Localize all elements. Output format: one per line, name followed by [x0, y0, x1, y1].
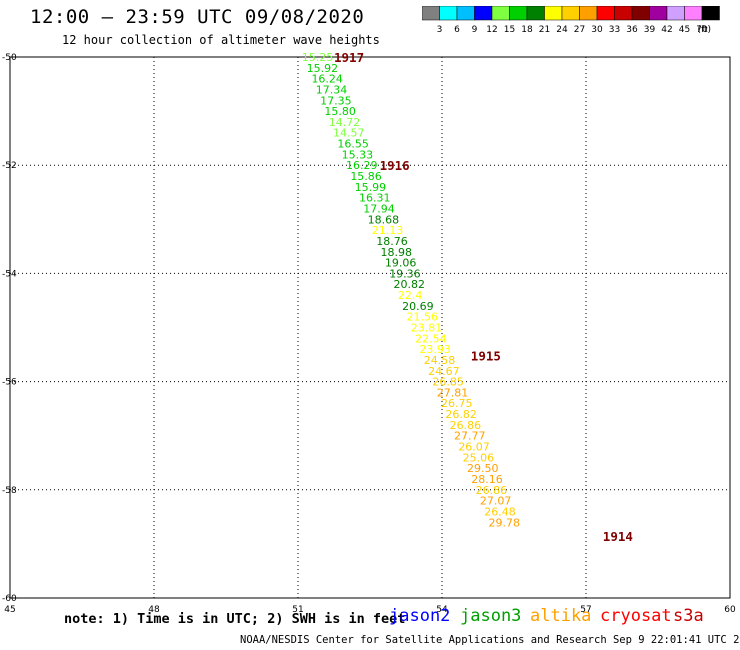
note-text: note: 1) Time is in UTC; 2) SWH is in fe…	[64, 611, 406, 627]
wave-height-value: 15.99	[355, 181, 387, 194]
colorbar-tick-label: 21	[539, 25, 550, 35]
wave-height-value: 19.36	[389, 267, 421, 280]
colorbar-tick-label: 18	[521, 25, 533, 35]
colorbar-unit: (ft)	[698, 25, 712, 35]
longitude-tick-label: 60	[724, 605, 736, 615]
latitude-tick-label: -60	[2, 594, 17, 604]
page-title: 12:00 — 23:59 UTC 09/08/2020	[30, 6, 365, 28]
wave-height-value: 15.92	[307, 62, 339, 75]
colorbar-tick-label: 6	[454, 25, 460, 35]
wave-height-value: 16.55	[337, 138, 369, 151]
wave-height-value: 20.69	[402, 300, 434, 313]
wave-height-value: 25.06	[463, 451, 495, 464]
wave-height-value: 15.80	[324, 105, 356, 118]
wave-height-value: 18.98	[381, 246, 413, 259]
wave-height-value: 26.07	[458, 441, 490, 454]
wave-height-value: 21.13	[372, 224, 404, 237]
colorbar-swatch	[701, 6, 720, 21]
track-id-label: 1915	[471, 349, 501, 364]
colorbar-tick-label: 15	[504, 25, 515, 35]
colorbar-tick-label: 12	[486, 25, 497, 35]
wave-height-value: 26.85	[432, 376, 464, 389]
satellite-jason2-label: jason2	[389, 606, 451, 626]
satellite-cryosat-label: cryosat	[600, 606, 672, 626]
wave-height-value: 24.67	[428, 365, 460, 378]
wave-height-value: 18.68	[368, 213, 400, 226]
latitude-tick-label: -50	[2, 53, 17, 63]
satellite-altika-label: altika	[530, 606, 592, 626]
wave-height-value: 15.25	[302, 51, 334, 64]
wave-height-value: 19.06	[385, 257, 417, 270]
colorbar-legend: 3 6 9 12 15 18 21 24 27 30 33 36 39 42 45 70(ft)	[422, 6, 720, 35]
wave-height-value: 16.31	[359, 192, 391, 205]
wave-height-value: 22.4	[398, 289, 423, 302]
page-subtitle: 12 hour collection of altimeter wave hei…	[62, 33, 380, 47]
wave-height-value: 16.29	[346, 159, 378, 172]
longitude-tick-label: 45	[4, 605, 15, 615]
latitude-tick-label: -56	[2, 378, 17, 388]
credit-line: NOAA/NESDIS Center for Satellite Applica…	[240, 634, 740, 646]
colorbar-tick-label: 24	[556, 25, 568, 35]
colorbar-tick-label: 39	[644, 25, 656, 35]
wave-height-value: 15.86	[350, 170, 382, 183]
colorbar-tick-label: 36	[626, 25, 638, 35]
satellite-s3a-label: s3a	[673, 606, 704, 626]
colorbar-tick-label: 42	[661, 25, 672, 35]
wave-height-value: 17.35	[320, 94, 352, 107]
wave-height-value: 26.82	[445, 408, 477, 421]
wave-height-value: 23.93	[419, 343, 451, 356]
wave-height-value: 27.81	[437, 386, 469, 399]
wave-height-value: 14.57	[333, 127, 365, 140]
wave-height-value: 24.58	[424, 354, 456, 367]
longitude-tick-label: 51	[292, 605, 303, 615]
satellite-jason3-label: jason3	[460, 606, 522, 626]
wave-height-value: 27.07	[480, 495, 512, 508]
latitude-tick-label: -52	[2, 161, 17, 171]
longitude-tick-label: 54	[436, 605, 448, 615]
wave-height-value: 29.78	[489, 516, 521, 529]
colorbar-tick-label: 30	[591, 25, 603, 35]
wave-height-value: 18.76	[376, 235, 408, 248]
latitude-tick-label: -54	[2, 269, 17, 279]
map-frame	[9, 56, 731, 599]
wave-height-value: 22.54	[415, 332, 447, 345]
wave-height-value: 29.50	[467, 462, 499, 475]
wave-height-value: 26.86	[450, 419, 482, 432]
wave-height-value: 26.86	[476, 484, 508, 497]
wave-height-value: 26.48	[484, 505, 516, 518]
wave-height-value: 14.72	[329, 116, 361, 129]
wave-height-value: 15.33	[342, 148, 374, 161]
wave-height-value: 28.16	[471, 473, 503, 486]
longitude-tick-label: 57	[580, 605, 591, 615]
wave-height-value: 26.75	[441, 397, 473, 410]
track-id-label: 1916	[380, 158, 410, 173]
latitude-tick-label: -58	[2, 486, 17, 496]
track-id-label: 1917	[334, 50, 364, 65]
colorbar-tick-label: 33	[609, 25, 620, 35]
colorbar-tick-label: 9	[472, 25, 478, 35]
wave-height-value: 16.24	[311, 73, 343, 86]
wave-height-value: 17.94	[363, 202, 395, 215]
track-id-label: 1914	[603, 529, 633, 544]
wave-height-value: 20.82	[394, 278, 426, 291]
wave-height-value: 21.56	[406, 311, 438, 324]
colorbar-tick-label: 27	[574, 25, 585, 35]
wave-height-value: 17.34	[316, 83, 348, 96]
wave-height-value: 27.77	[454, 430, 486, 443]
wave-height-value: 23.81	[411, 322, 443, 335]
colorbar-tick-label: 70	[696, 25, 708, 35]
colorbar-tick-label: 3	[437, 25, 443, 35]
longitude-tick-label: 48	[148, 605, 160, 615]
colorbar-tick-label: 45	[679, 25, 690, 35]
